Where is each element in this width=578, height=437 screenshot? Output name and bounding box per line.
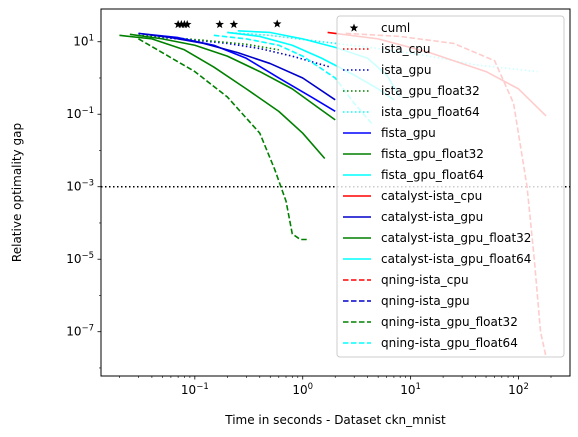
legend-label-qning-ista-gpu-float32: qning-ista_gpu_float32: [381, 315, 518, 329]
legend-label-catalyst-ista-cpu: catalyst-ista_cpu: [381, 189, 482, 203]
x-tick-label: 102: [508, 382, 529, 397]
legend-box: [336, 15, 565, 358]
y-tick-label: 10−1: [66, 106, 94, 121]
series-point-cuml: [182, 19, 192, 29]
series-line-qning-ista-gpu-float32: [138, 38, 310, 241]
legend-label-cuml: cuml: [381, 21, 410, 35]
y-tick-label: 10−7: [66, 324, 94, 339]
legend-label-ista-gpu-float64: ista_gpu_float64: [381, 105, 480, 119]
series-line-catalyst-ista-gpu-float32: [129, 33, 336, 121]
series-line-fista-gpu: [138, 32, 336, 113]
x-axis: 10−1 100 101 102: [119, 376, 552, 397]
legend-label-fista-gpu: fista_gpu: [381, 126, 436, 140]
legend-label-qning-ista-gpu: qning-ista_gpu: [381, 294, 470, 308]
y-tick-label: 10−5: [66, 251, 94, 266]
x-axis-label: Time in seconds - Dataset ckn_mnist: [224, 413, 446, 427]
legend-label-ista-gpu: ista_gpu: [381, 63, 431, 77]
x-tick-label: 101: [400, 382, 421, 397]
legend-marker-cuml: [349, 23, 359, 32]
series-point-cuml: [272, 19, 282, 28]
y-tick-label: 101: [73, 34, 94, 49]
y-axis-label: Relative optimality gap: [10, 123, 24, 262]
x-tick-label: 100: [292, 382, 313, 397]
y-axis: 10−7 10−5 10−3 10−1 101: [66, 34, 101, 369]
legend-label-catalyst-ista-gpu: catalyst-ista_gpu: [381, 210, 483, 224]
legend-label-fista-gpu-float32: fista_gpu_float32: [381, 147, 484, 161]
legend-label-ista-gpu-float32: ista_gpu_float32: [381, 84, 480, 98]
series-point-cuml: [173, 19, 183, 29]
legend-label-qning-ista-gpu-float64: qning-ista_gpu_float64: [381, 336, 518, 350]
legend-label-fista-gpu-float64: fista_gpu_float64: [381, 168, 484, 182]
y-tick-label: 10−3: [66, 179, 94, 194]
legend-label-catalyst-ista-gpu-float64: catalyst-ista_gpu_float64: [381, 252, 531, 266]
legend-label-catalyst-ista-gpu-float32: catalyst-ista_gpu_float32: [381, 231, 531, 245]
x-tick-label: 10−1: [181, 382, 209, 397]
legend-label-qning-ista-cpu: qning-ista_cpu: [381, 273, 469, 287]
series-line-ista-gpu-float32: [138, 34, 279, 51]
series-line-catalyst-ista-gpu: [138, 32, 336, 101]
legend-label-ista-cpu: ista_cpu: [381, 42, 430, 56]
series-line-fista-gpu-float32: [119, 34, 326, 160]
series-point-cuml: [215, 19, 224, 29]
series-point-cuml: [229, 19, 239, 29]
legend: cuml ista_cpu ista_gpu ista_gpu_float32ista…: [336, 15, 565, 358]
